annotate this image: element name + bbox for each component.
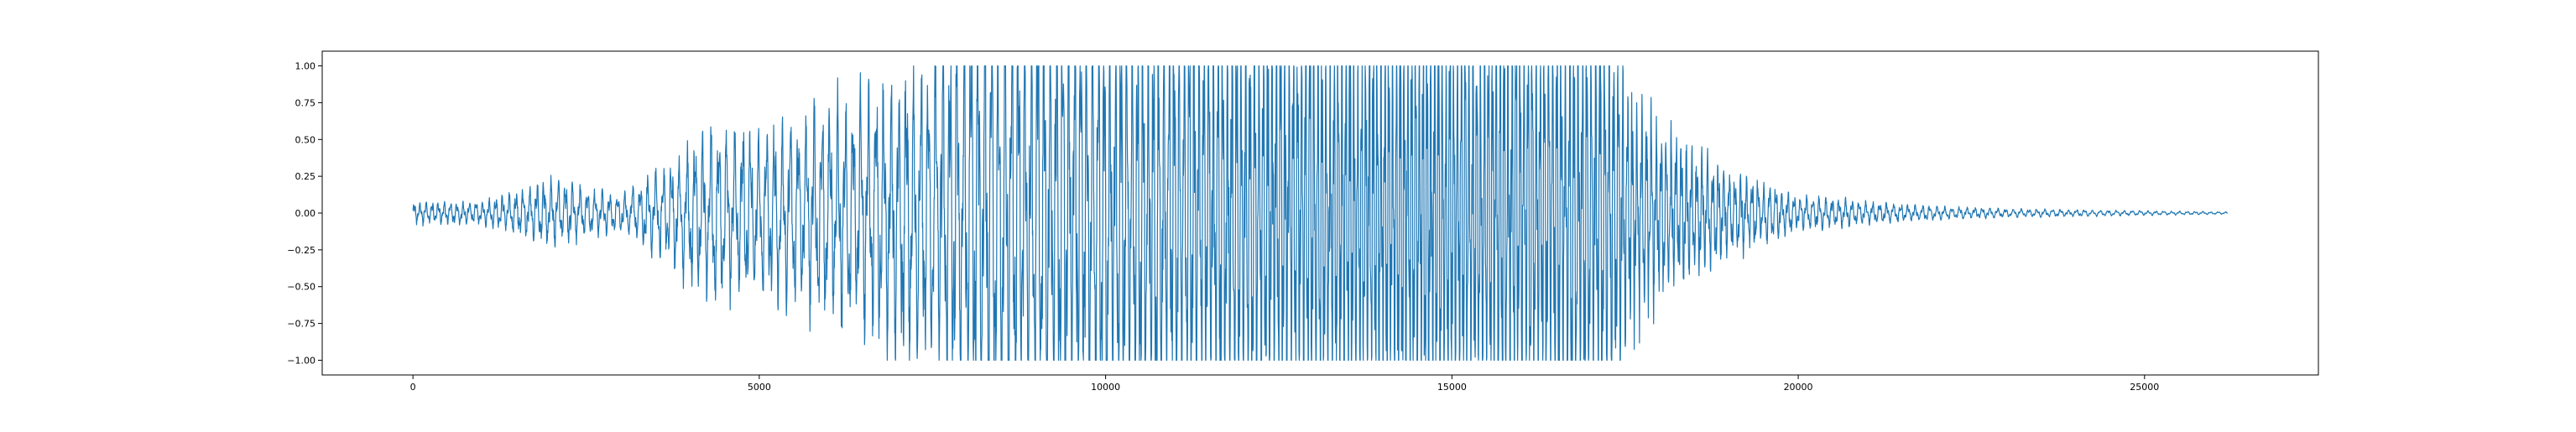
x-tick-label: 20000	[1784, 382, 1813, 393]
axes: 0 5000 10000 15000 20000 25000 −1.00 −0.75 −0.50…	[287, 50, 2319, 393]
y-tick-label: 1.00	[295, 61, 316, 72]
x-tick-label: 5000	[748, 382, 771, 393]
waveform-line	[412, 65, 2229, 362]
y-tick-label: 0.50	[295, 134, 316, 145]
y-tick-label: −0.25	[287, 245, 315, 256]
x-tick-label: 0	[410, 382, 416, 393]
y-tick-label: 0.75	[295, 97, 316, 108]
x-tick-label: 25000	[2130, 382, 2159, 393]
y-tick-label: 0.25	[295, 171, 316, 182]
y-tick-label: 0.00	[295, 208, 316, 219]
plot-area	[412, 65, 2229, 362]
x-tick-label: 15000	[1437, 382, 1467, 393]
y-tick-label: −0.75	[287, 319, 315, 330]
y-tick-label: −0.50	[287, 282, 315, 293]
y-tick-label: −1.00	[287, 355, 315, 366]
x-tick-label: 10000	[1091, 382, 1120, 393]
